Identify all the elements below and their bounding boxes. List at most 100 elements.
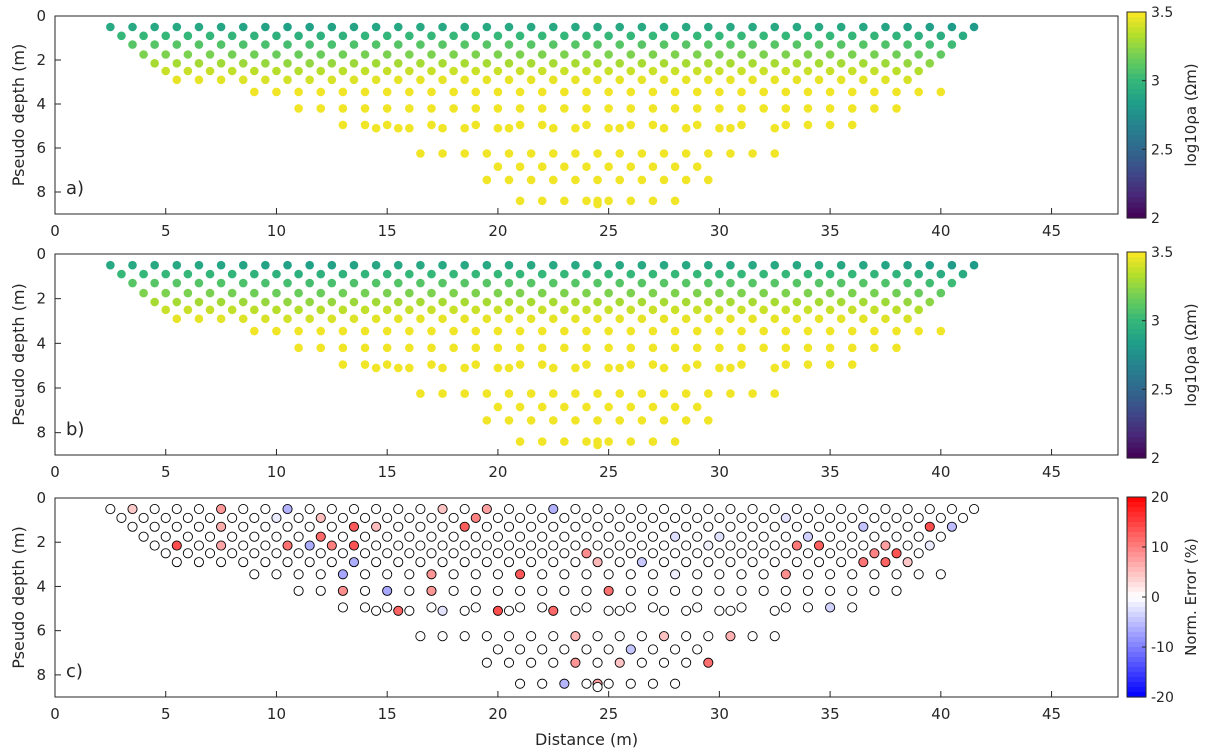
colorbar-segment	[1127, 187, 1146, 193]
data-point	[813, 557, 825, 568]
data-point	[393, 297, 403, 307]
x-tick-label: 5	[161, 222, 171, 240]
data-point	[869, 531, 880, 542]
data-point	[825, 512, 836, 523]
data-point	[737, 343, 746, 353]
data-point	[449, 305, 458, 315]
data-point	[194, 22, 204, 32]
data-point	[847, 569, 858, 580]
data-point	[703, 631, 714, 642]
data-point	[582, 196, 591, 206]
data-point	[294, 343, 303, 353]
data-point	[504, 260, 514, 270]
data-point	[338, 269, 348, 279]
data-point	[914, 269, 923, 279]
colorbar-segment	[1127, 612, 1146, 618]
colorbar-segment	[1127, 527, 1146, 533]
colorbar-segment	[1127, 156, 1146, 162]
data-point	[859, 260, 868, 270]
colorbar-tick-label: 2	[1151, 211, 1160, 227]
data-point	[415, 521, 426, 532]
data-point	[482, 59, 492, 68]
data-point	[427, 360, 436, 369]
colorbar-segment	[1127, 192, 1146, 198]
data-point	[504, 297, 514, 307]
data-point	[658, 657, 670, 668]
data-point	[891, 548, 902, 559]
data-point	[847, 602, 858, 613]
data-point	[582, 326, 591, 336]
data-point	[935, 512, 946, 523]
data-point	[493, 66, 503, 76]
data-point	[128, 278, 137, 288]
data-point	[903, 278, 912, 288]
data-point	[881, 22, 890, 32]
data-point	[582, 343, 591, 353]
data-point	[537, 162, 547, 171]
data-point	[957, 512, 969, 523]
data-point	[526, 59, 536, 68]
data-point	[748, 278, 757, 288]
data-point	[438, 123, 447, 133]
data-point	[171, 521, 182, 532]
data-point	[571, 75, 580, 85]
data-point	[726, 75, 735, 85]
data-point	[648, 360, 658, 369]
data-point	[748, 149, 757, 158]
data-point	[636, 504, 647, 515]
data-point	[637, 22, 647, 32]
chart-panel-2: 0 5 10 15 20 25 30 35 40 45 0 2 4 6 8 Pseudo depth (m) b…	[9, 245, 1200, 481]
colorbar-segment	[1127, 532, 1146, 538]
data-point	[880, 521, 891, 532]
data-point	[327, 260, 337, 270]
data-point	[250, 87, 259, 97]
colorbar-segment	[1127, 360, 1146, 366]
data-point	[902, 521, 913, 532]
data-point	[603, 644, 614, 655]
data-point	[681, 363, 691, 373]
data-point	[471, 326, 481, 336]
colorbar-segment	[1127, 497, 1146, 503]
colorbar-segment	[1127, 257, 1146, 263]
data-point	[405, 87, 414, 97]
y-tick-label: 6	[36, 379, 46, 397]
data-point	[481, 631, 492, 642]
colorbar-segment	[1127, 176, 1146, 183]
data-point	[548, 314, 558, 324]
colorbar-segment	[1127, 632, 1146, 638]
data-point	[737, 31, 746, 41]
data-point	[161, 50, 171, 59]
data-point	[792, 40, 802, 49]
data-point	[471, 104, 481, 113]
data-point	[914, 87, 923, 97]
data-point	[205, 288, 215, 298]
data-point	[758, 512, 769, 523]
data-point	[615, 278, 625, 288]
data-point	[604, 50, 613, 59]
data-point	[914, 66, 923, 76]
data-point	[449, 104, 458, 113]
data-point	[648, 50, 658, 59]
colorbar-segment	[1127, 375, 1146, 382]
data-point	[825, 360, 835, 369]
data-point	[903, 59, 912, 68]
data-point	[393, 540, 404, 551]
data-point	[437, 631, 448, 642]
data-point	[338, 66, 348, 76]
x-tick-label: 5	[161, 705, 171, 723]
data-point	[515, 569, 526, 580]
data-point	[770, 22, 780, 32]
data-point	[692, 512, 703, 523]
data-point	[526, 557, 537, 568]
colorbar-segment	[1127, 267, 1146, 274]
data-point	[582, 31, 591, 41]
data-point	[471, 31, 481, 41]
data-point	[250, 269, 259, 279]
colorbar-segment	[1127, 161, 1146, 168]
data-point	[305, 75, 314, 85]
data-point	[692, 585, 703, 596]
data-point	[847, 120, 857, 130]
data-point	[704, 314, 713, 324]
data-point	[781, 87, 791, 97]
data-point	[692, 343, 702, 353]
